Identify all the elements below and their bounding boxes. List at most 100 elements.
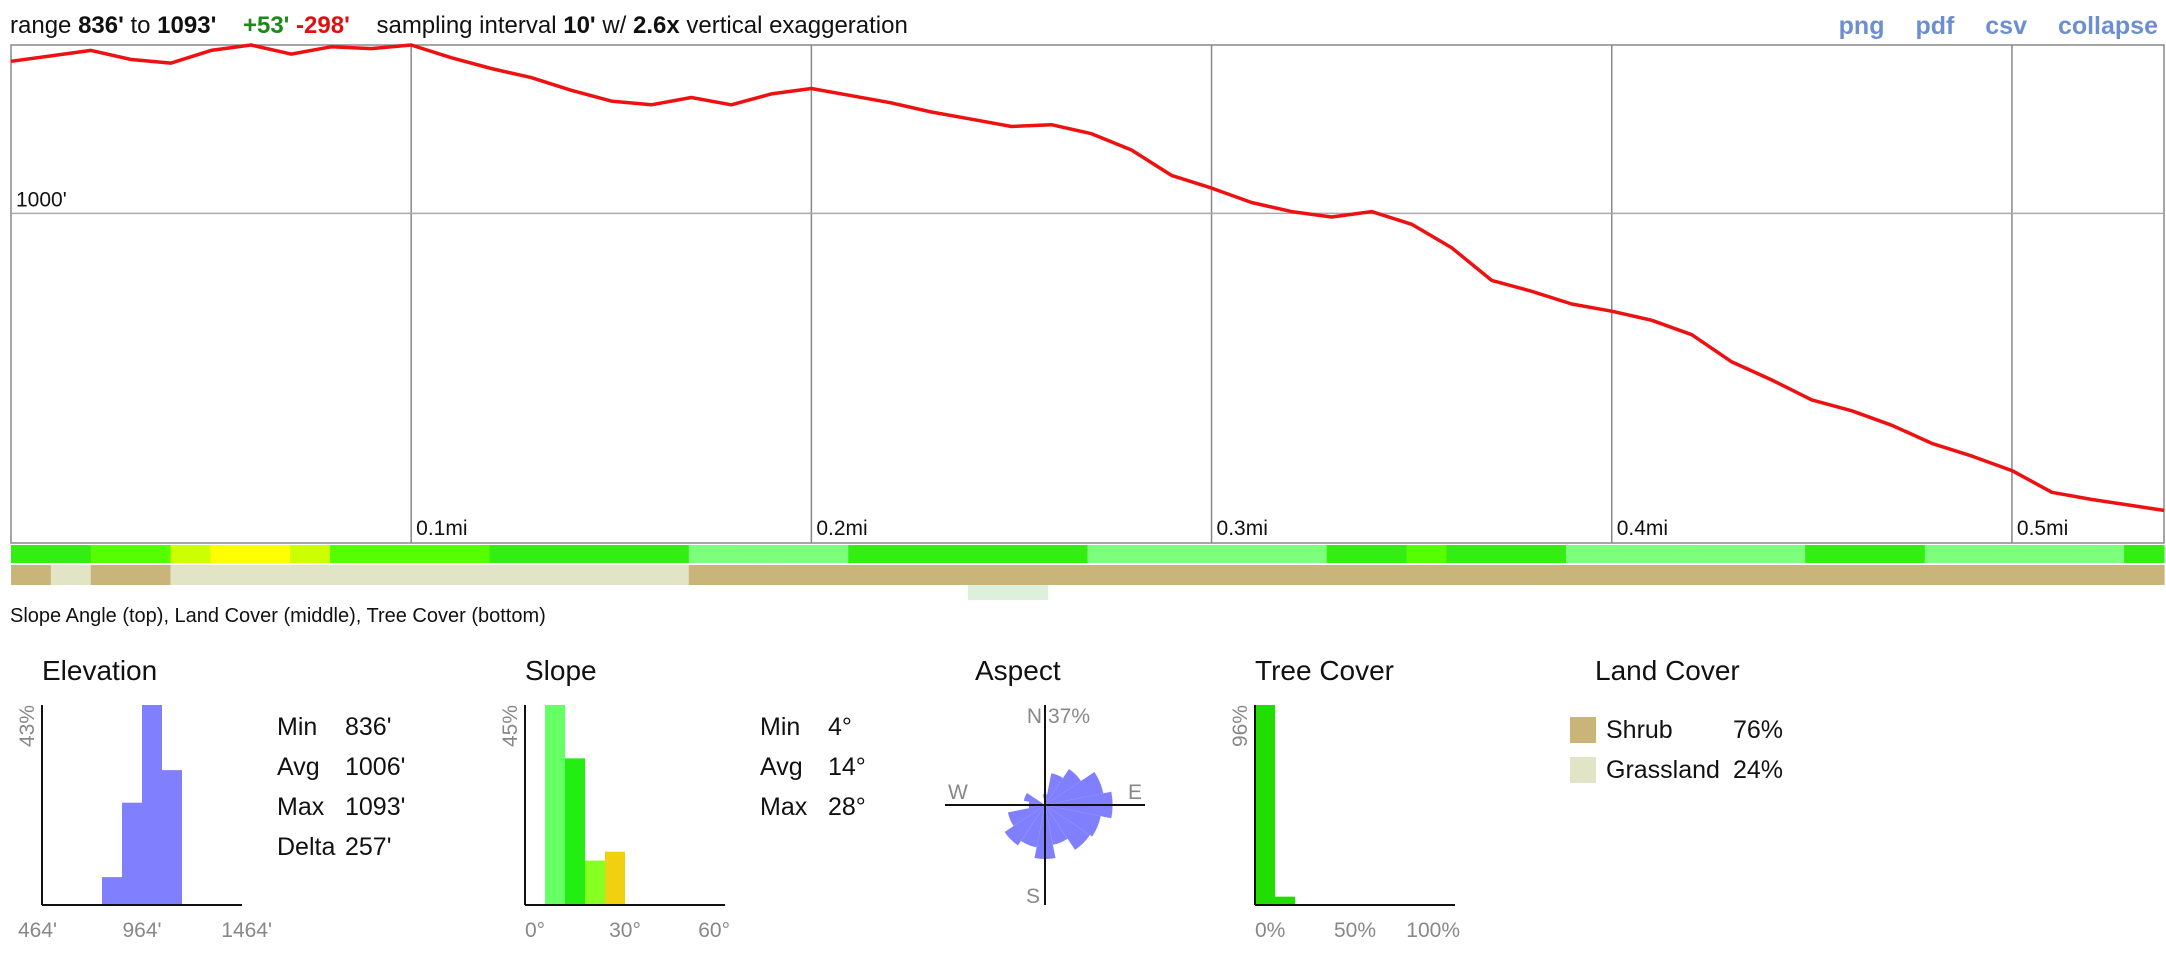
slope-band-cell	[848, 545, 889, 563]
x-tick-label: 0%	[1255, 919, 1285, 942]
land-cover-legend: Shrub 76% Grassland 24%	[1570, 710, 1783, 790]
slope-band-cell	[1207, 545, 1248, 563]
aspect-rose-chart: N 37% S W E	[945, 705, 1145, 908]
land-cover-band-cell	[250, 565, 291, 585]
tree-cover-histogram: 96% 0% 50% 100%	[1229, 705, 1460, 942]
land-cover-band-cell	[1406, 565, 1447, 585]
x-tick-label: 100%	[1406, 919, 1460, 942]
slope-band-cell	[768, 545, 810, 563]
slope-stat-max: Max 28°	[760, 793, 866, 821]
land-cover-band-cell	[1725, 565, 1766, 585]
elevation-stats: Min 836' Avg 1006' Max 1093' Delta 257'	[277, 707, 405, 867]
land-cover-band-cell	[1446, 565, 1487, 585]
land-cover-band-cell	[1526, 565, 1567, 585]
aspect-wedge	[1004, 805, 1045, 846]
histogram-bar	[1255, 705, 1275, 905]
elevation-stat-max: Max 1093'	[277, 793, 406, 821]
land-cover-band-cell	[1765, 565, 1806, 585]
slope-band-cell	[2084, 545, 2125, 563]
slope-histogram: 45% 0° 30° 60°	[499, 705, 730, 942]
slope-band-cell	[1845, 545, 1886, 563]
land-cover-band-cell	[928, 565, 969, 585]
collapse-link[interactable]: collapse	[2057, 12, 2158, 40]
interval-label: sampling interval	[376, 12, 557, 39]
slope-band-cell	[688, 545, 730, 563]
land-cover-title: Land Cover	[1595, 655, 1740, 686]
slope-band-cell	[290, 545, 331, 563]
land-cover-band-cell	[170, 565, 211, 585]
slope-band-cell	[170, 545, 211, 563]
land-cover-band-cell	[1924, 565, 1966, 585]
elevation-title: Elevation	[42, 655, 158, 686]
land-cover-band-cell	[1685, 565, 1727, 585]
elevation-profile-chart: 0.1mi 0.2mi 0.3mi 0.4mi 0.5mi 1000'	[10, 43, 2165, 600]
slope-band-cell	[1087, 545, 1128, 563]
aspect-max-label: 37%	[1048, 705, 1090, 728]
tree-cover-band-cell	[967, 585, 1009, 600]
x-tick-label: 0°	[525, 919, 545, 942]
land-cover-band-cell	[369, 565, 411, 585]
slope-band-cell	[1406, 545, 1447, 563]
east-label: E	[1128, 781, 1142, 804]
land-cover-band-cell	[1207, 565, 1248, 585]
slope-stat-min: Min 4°	[760, 713, 852, 741]
shrub-swatch	[1570, 717, 1596, 743]
slope-band-cell	[130, 545, 172, 563]
histogram-bar	[122, 802, 142, 905]
x-tick-label: 1464'	[221, 919, 272, 942]
land-cover-band-cell	[90, 565, 132, 585]
land-cover-band-cell	[848, 565, 889, 585]
land-cover-band-cell	[50, 565, 92, 585]
land-cover-band-cell	[2124, 565, 2165, 585]
slope-band-cell	[1884, 545, 1926, 563]
x-tick-label: 50%	[1334, 919, 1376, 942]
land-cover-band-cell	[768, 565, 810, 585]
histogram-bar	[102, 877, 122, 905]
x-tick-label: 464'	[18, 919, 57, 942]
slope-band-cell	[888, 545, 929, 563]
land-cover-band-cell	[2044, 565, 2085, 585]
to-label: to	[130, 12, 151, 39]
slope-band-cell	[1286, 545, 1328, 563]
elevation-loss: -298'	[296, 12, 350, 39]
slope-band-cell	[409, 545, 451, 563]
land-cover-band-cell	[1087, 565, 1128, 585]
histogram-bar	[1275, 896, 1295, 905]
land-cover-band-cell	[1565, 565, 1607, 585]
histogram-bar	[605, 851, 625, 905]
slope-stat-avg: Avg 14°	[760, 753, 866, 781]
slope-band-cell	[2124, 545, 2165, 563]
aspect-title: Aspect	[975, 655, 1061, 686]
slope-band-cell	[928, 545, 969, 563]
csv-link[interactable]: csv	[1985, 12, 2027, 40]
histogram-bar	[142, 705, 162, 905]
elevation-stat-avg: Avg 1006'	[277, 753, 406, 781]
range-label: range	[10, 12, 72, 39]
x-tick-label: 60°	[698, 919, 730, 942]
land-cover-band-cell	[11, 565, 52, 585]
png-link[interactable]: png	[1838, 12, 1885, 40]
land-cover-band-cell	[1805, 565, 1846, 585]
x-tick-label: 0.4mi	[1617, 517, 1668, 540]
land-cover-band-cell	[1167, 565, 1208, 585]
land-cover-band-cell	[569, 565, 610, 585]
land-cover-band-cell	[489, 565, 530, 585]
land-cover-band-cell	[449, 565, 491, 585]
slope-stats: Min 4° Avg 14° Max 28°	[760, 707, 866, 827]
slope-band-cell	[50, 545, 92, 563]
x-tick-label: 964'	[122, 919, 161, 942]
pdf-link[interactable]: pdf	[1915, 12, 1955, 40]
slope-band-cell	[1127, 545, 1168, 563]
legend-item-grassland: Grassland 24%	[1570, 750, 1783, 790]
slope-band-cell	[967, 545, 1009, 563]
grassland-swatch	[1570, 757, 1596, 783]
land-cover-band-cell	[1007, 565, 1049, 585]
slope-band-cell	[1964, 545, 2006, 563]
aspect-wedge	[1045, 805, 1068, 845]
aspect-wedge	[1045, 805, 1101, 837]
land-cover-band-cell	[1366, 565, 1408, 585]
slope-band-cell	[1007, 545, 1049, 563]
land-cover-band-cell	[529, 565, 570, 585]
tree-cover-title: Tree Cover	[1255, 655, 1395, 686]
aspect-wedge	[1045, 773, 1063, 805]
